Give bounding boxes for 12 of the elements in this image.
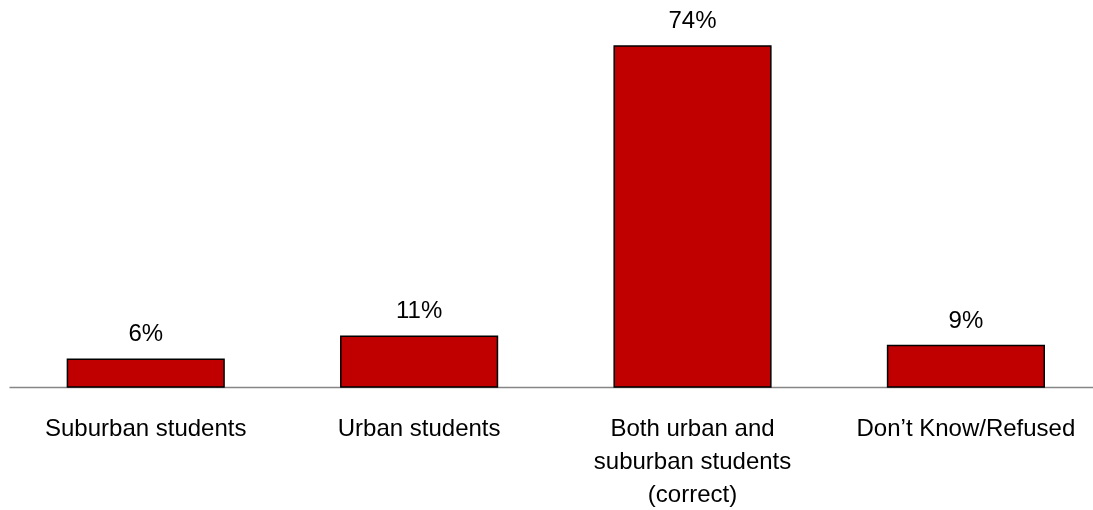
data-label: 9% (948, 305, 984, 333)
x-tick-label: Urban students (337, 413, 501, 441)
bar (66, 358, 225, 388)
data-label: 74% (668, 6, 717, 33)
x-tick-label: Suburban students (44, 413, 247, 441)
data-label: 11% (395, 296, 443, 324)
x-tick-label: Both urban and suburban students (correct) (593, 413, 792, 507)
bar (340, 335, 499, 388)
data-label: 6% (128, 319, 164, 347)
bar (613, 45, 772, 388)
x-tick-label: Don’t Know/Refused (856, 413, 1076, 441)
bar (886, 344, 1045, 388)
